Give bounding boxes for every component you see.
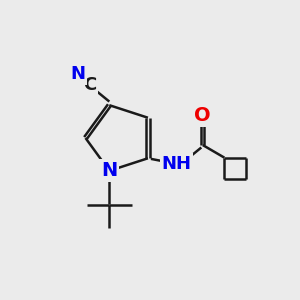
Text: N: N xyxy=(70,65,86,83)
Text: O: O xyxy=(194,106,211,124)
Text: N: N xyxy=(101,161,118,180)
Text: NH: NH xyxy=(161,155,191,173)
Text: C: C xyxy=(83,76,96,94)
